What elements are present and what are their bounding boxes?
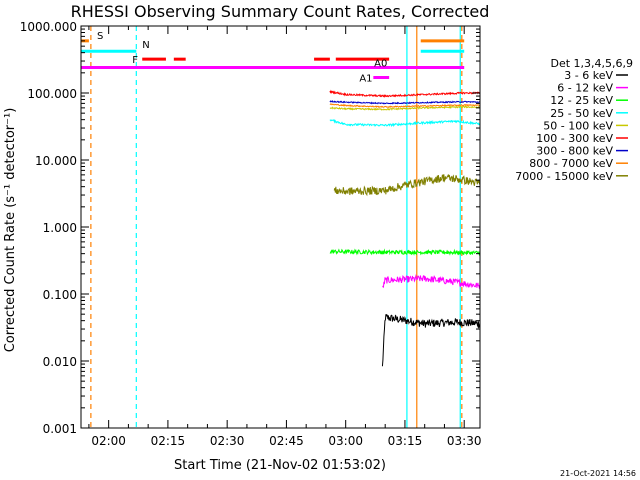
x-tick-label: 03:15 (388, 434, 423, 448)
y-tick-label: 1.000 (43, 221, 77, 235)
y-axis-label: Corrected Count Rate (s⁻¹ detector⁻¹) (3, 108, 18, 353)
plot-frame (80, 25, 481, 429)
legend-title: Det 1,3,4,5,6,9 (550, 57, 633, 70)
legend-entry-label-6: 300 - 800 keV (536, 145, 613, 158)
legend-entry-label-3: 25 - 50 keV (550, 107, 613, 120)
series-line-1 (382, 273, 480, 290)
footer-date: 21-Oct-2021 14:56 (560, 469, 636, 478)
x-tick-label: 03:00 (328, 434, 363, 448)
legend-entry-label-7: 800 - 7000 keV (529, 157, 613, 170)
series-line-5 (329, 89, 480, 98)
legend-entry-label-1: 6 - 12 keV (557, 82, 613, 95)
flag-label-s: S (97, 31, 103, 42)
y-tick-label: 1000.000 (20, 20, 77, 34)
legend-entry-label-2: 12 - 25 keV (550, 94, 613, 107)
flag-label-a0: A0 (374, 59, 387, 70)
x-tick-label: 02:45 (269, 434, 304, 448)
chart-title: RHESSI Observing Summary Count Rates, Co… (71, 2, 490, 21)
legend-entry-label-8: 7000 - 15000 keV (515, 170, 613, 183)
series-line-7 (329, 103, 480, 109)
y-tick-label: 0.010 (43, 355, 77, 369)
x-tick-label: 02:15 (151, 434, 186, 448)
axes: 1000.000 100.000 10.000 1.000 0.100 0.010 0.00… (20, 20, 482, 448)
legend-entry-label-5: 100 - 300 keV (536, 132, 613, 145)
flag-label-a1: A1 (359, 74, 372, 85)
series-line-0 (381, 313, 480, 367)
series-line-3 (329, 119, 480, 128)
y-tick-label: 100.000 (27, 87, 77, 101)
flag-label-f: F (132, 55, 138, 66)
x-axis-label: Start Time (21-Nov-02 01:53:02) (174, 458, 386, 473)
y-tick-label: 10.000 (35, 154, 77, 168)
y-tick-label: 0.001 (43, 422, 77, 436)
series-line-8 (333, 174, 480, 197)
series-line-4 (329, 105, 480, 111)
series-line-6 (329, 100, 480, 105)
x-tick-label: 02:30 (210, 434, 245, 448)
series-line-2 (329, 248, 480, 256)
x-tick-label: 03:30 (447, 434, 482, 448)
legend-entry-label-0: 3 - 6 keV (564, 69, 613, 82)
flag-label-n: N (142, 40, 149, 51)
y-tick-label: 0.100 (43, 288, 77, 302)
x-tick-label: 02:00 (91, 434, 126, 448)
legend-entry-label-4: 50 - 100 keV (543, 119, 613, 132)
